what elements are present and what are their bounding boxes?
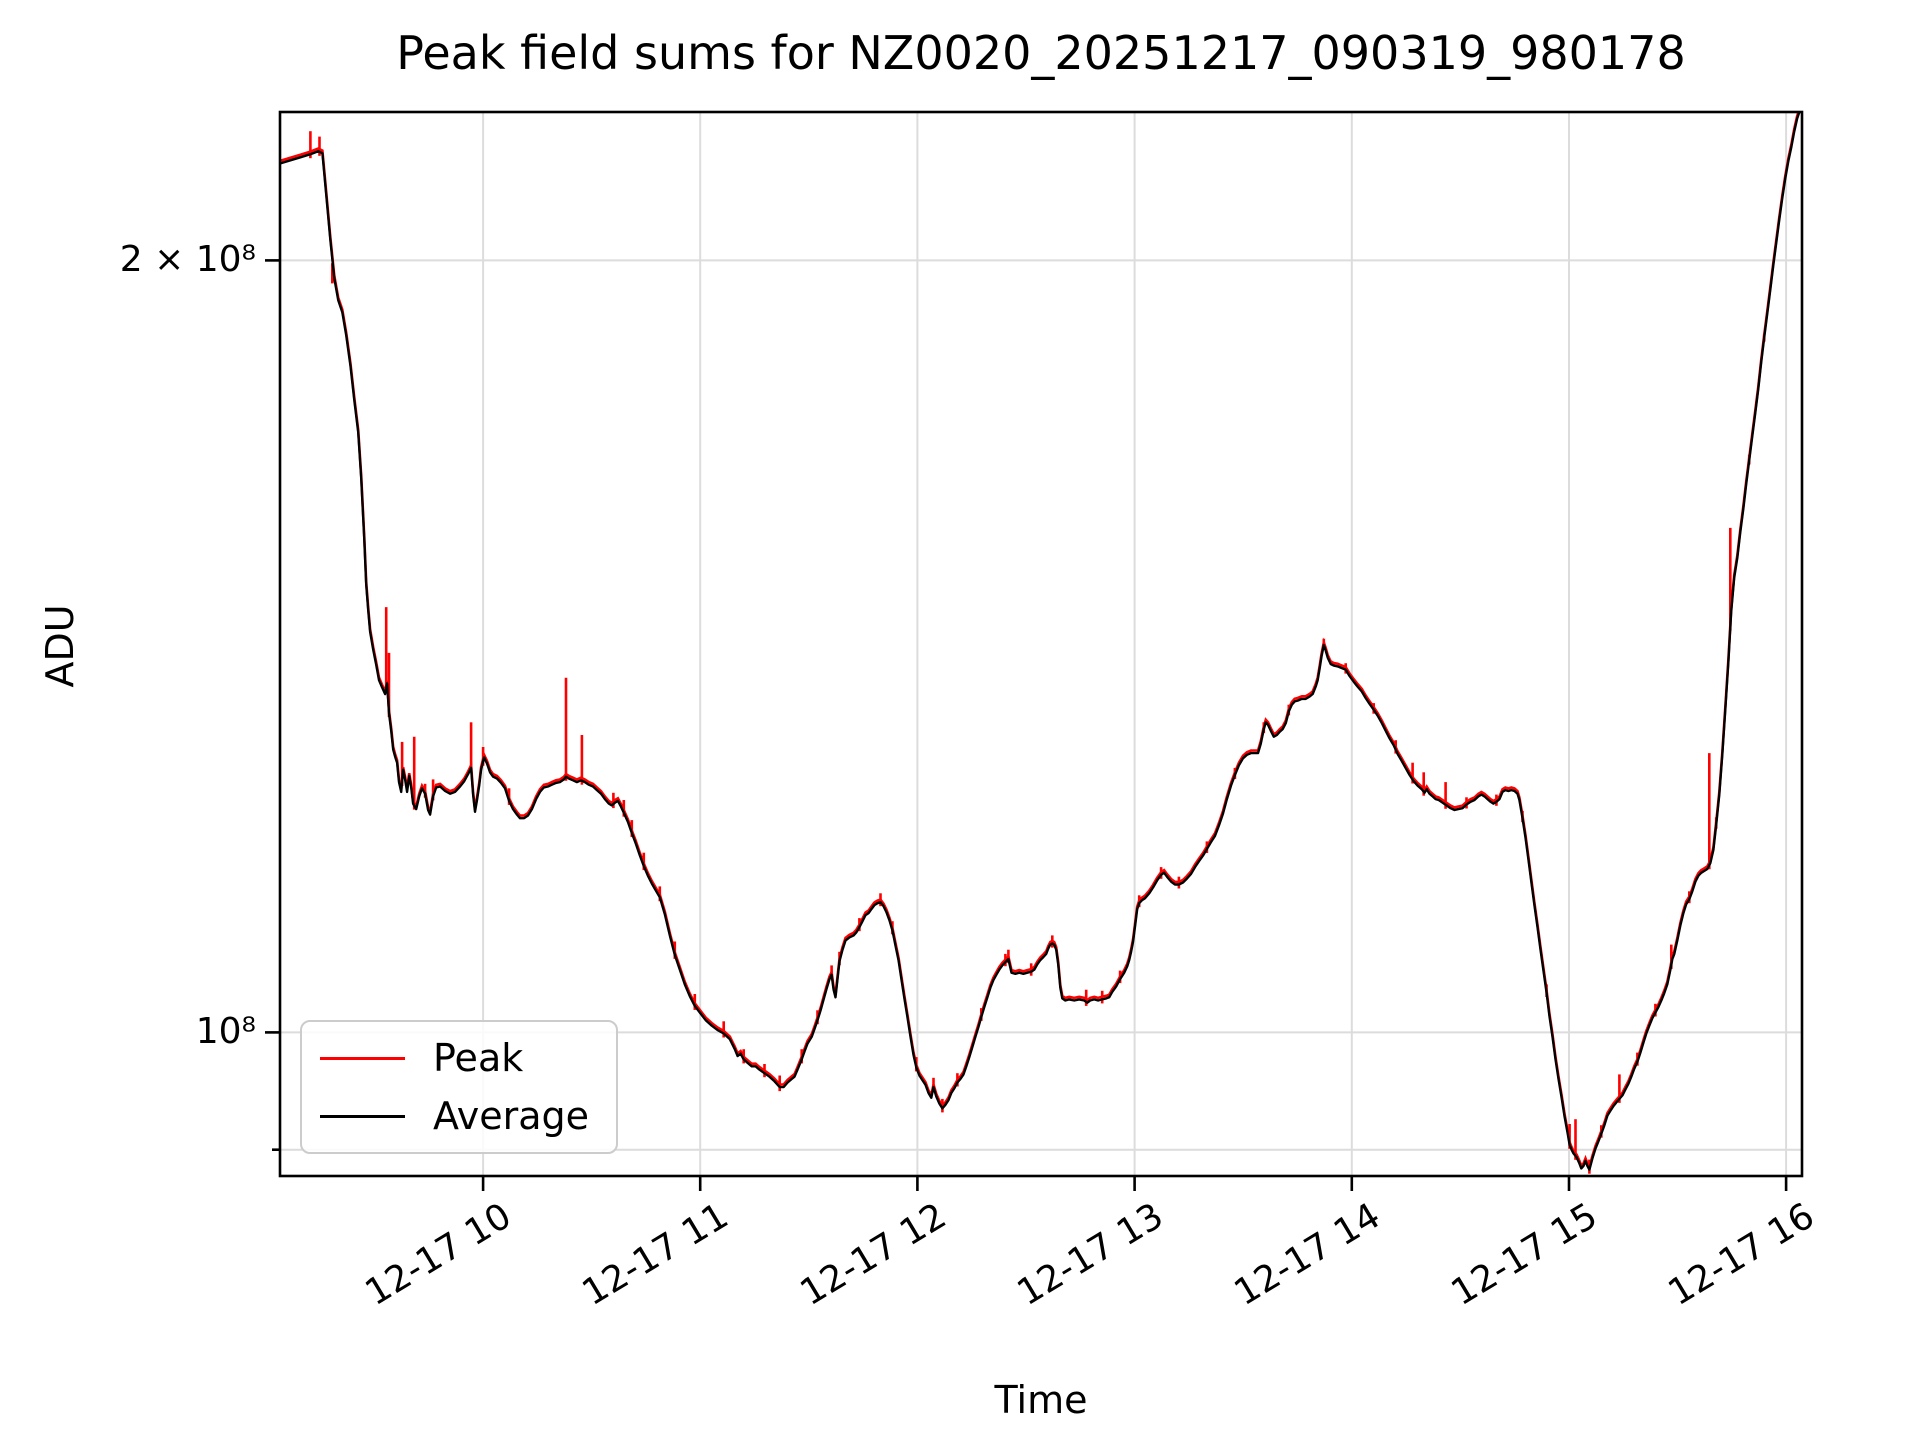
peak-line-sample <box>320 1056 405 1060</box>
peak-line <box>280 112 1800 1171</box>
legend: Peak Average <box>300 1020 618 1154</box>
average-line-sample <box>320 1114 405 1118</box>
average-line <box>280 112 1801 1171</box>
legend-label-peak: Peak <box>433 1036 524 1080</box>
legend-label-average: Average <box>433 1094 590 1138</box>
chart-title: Peak field sums for NZ0020_20251217_0903… <box>396 26 1686 80</box>
tick-marks <box>265 259 1788 1191</box>
x-axis-label: Time <box>994 1378 1088 1422</box>
y-tick-label: 10⁸ <box>195 1011 256 1053</box>
y-tick-label: 2 × 10⁸ <box>119 239 256 281</box>
legend-item-average: Average <box>302 1094 616 1138</box>
legend-item-peak: Peak <box>302 1036 616 1080</box>
grid-lines <box>280 112 1802 1176</box>
peak-spikes <box>309 131 1766 1174</box>
y-axis-label: ADU <box>38 604 82 688</box>
plot-frame <box>278 110 1804 1178</box>
